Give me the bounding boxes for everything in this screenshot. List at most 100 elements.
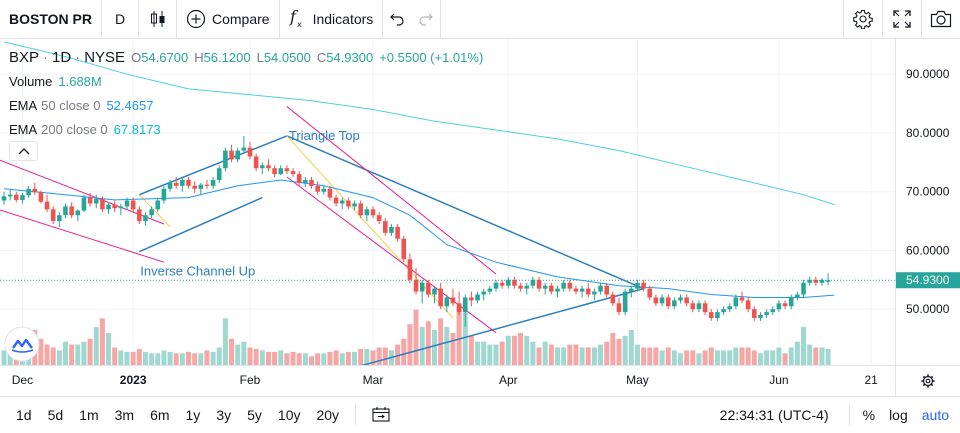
- symbol-search[interactable]: BOSTON PR: [0, 0, 102, 39]
- candle-body: [57, 215, 62, 222]
- svg-text:f: f: [289, 9, 299, 26]
- candle-body: [739, 297, 745, 301]
- percent-toggle[interactable]: %: [862, 407, 876, 423]
- axis-settings-icon[interactable]: [921, 374, 935, 388]
- range-5d[interactable]: 5d: [47, 407, 64, 423]
- open-key: O: [131, 50, 142, 65]
- range-1y[interactable]: 1y: [185, 407, 201, 423]
- chevron-up-icon: [18, 148, 29, 155]
- candle-body: [339, 200, 345, 204]
- candle-body: [81, 197, 87, 211]
- candle-body: [665, 297, 671, 307]
- volume-bar: [50, 347, 56, 365]
- candle-body: [161, 188, 167, 201]
- range-1d[interactable]: 1d: [16, 407, 32, 423]
- candle-body: [622, 291, 628, 313]
- volume-bar: [481, 341, 487, 365]
- date-range-button[interactable]: [364, 406, 398, 425]
- top-toolbar: BOSTON PR D Compare f x Indicators: [0, 0, 960, 39]
- redo-button[interactable]: [411, 0, 442, 39]
- legend-collapse-button[interactable]: [9, 141, 38, 161]
- volume-bar: [69, 344, 75, 365]
- candle-body: [530, 279, 536, 286]
- indicators-button[interactable]: f x Indicators: [280, 0, 384, 39]
- range-1m[interactable]: 1m: [79, 407, 99, 423]
- legend-dot-1: ·: [43, 49, 49, 66]
- volume-bar: [665, 347, 671, 365]
- volume-bar: [518, 332, 524, 365]
- channel-line: [0, 209, 165, 263]
- candle-body: [321, 188, 327, 192]
- candle-body: [38, 192, 44, 202]
- candle-body: [333, 197, 339, 204]
- auto-toggle[interactable]: auto: [921, 407, 949, 423]
- time-tick-label: 21: [864, 373, 878, 387]
- candle-body: [493, 282, 499, 289]
- snapshot-button[interactable]: [921, 0, 960, 39]
- fullscreen-button[interactable]: [882, 0, 921, 39]
- interval-selector[interactable]: D: [102, 0, 139, 39]
- volume-bar: [647, 347, 653, 365]
- candle-body: [629, 288, 634, 292]
- volume-bar: [462, 312, 468, 365]
- candle-body: [50, 209, 56, 222]
- candle-body: [776, 303, 782, 310]
- candle-body: [44, 201, 50, 210]
- settings-button[interactable]: [843, 0, 882, 39]
- candle-body: [432, 288, 437, 295]
- candle-body: [450, 297, 456, 304]
- symbol-label: BOSTON PR: [9, 11, 92, 27]
- volume-bar: [745, 347, 751, 365]
- candle-body: [462, 297, 468, 313]
- range-20y[interactable]: 20y: [316, 407, 340, 423]
- ema50-line: [3, 179, 835, 298]
- legend-interval: 1D: [52, 49, 72, 66]
- candle-body: [210, 179, 216, 186]
- volume-label: Volume: [9, 74, 53, 89]
- legend-volume-row[interactable]: Volume 1.688M: [9, 70, 483, 94]
- compare-button[interactable]: Compare: [177, 0, 280, 39]
- tradingview-logo-icon[interactable]: [4, 326, 40, 362]
- legend-ema50-row[interactable]: EMA 50 close 0 52.4657: [9, 94, 483, 118]
- candle-body: [745, 300, 751, 310]
- bottom-toolbar: 1d 5d 1m 3m 6m 1y 3y 5y 10y 20y 22:34:31 (UTC-4) …: [0, 396, 960, 433]
- last-price-badge: [896, 272, 960, 289]
- candle-body: [364, 209, 370, 216]
- volume-bar: [807, 344, 813, 365]
- range-3m[interactable]: 3m: [114, 407, 135, 423]
- candle-body: [106, 204, 111, 210]
- range-5y[interactable]: 5y: [247, 407, 262, 423]
- log-toggle[interactable]: log: [889, 407, 908, 423]
- volume-bar: [690, 350, 696, 365]
- range-3y[interactable]: 3y: [216, 407, 232, 423]
- candle-body: [192, 185, 197, 189]
- range-6m[interactable]: 6m: [150, 407, 170, 423]
- undo-button[interactable]: [383, 0, 411, 39]
- volume-bar: [44, 344, 50, 365]
- ema50-name: EMA: [9, 98, 38, 113]
- candle-body: [481, 291, 486, 295]
- time-tick-label: Dec: [12, 373, 33, 387]
- candle-body: [536, 279, 542, 289]
- candle-body: [770, 309, 776, 313]
- change-value: +0.5500 (+1.01%): [379, 50, 484, 65]
- volume-bar: [192, 353, 198, 365]
- legend-ema200-row[interactable]: EMA 200 close 0 67.8173: [9, 118, 483, 142]
- candle-body: [32, 188, 38, 193]
- volume-bar: [573, 344, 579, 365]
- candle-body: [721, 309, 726, 313]
- candle-body: [284, 168, 290, 172]
- volume-bar: [413, 309, 419, 365]
- volume-bar: [585, 347, 591, 365]
- inverse-channel-label: Inverse Channel Up: [140, 264, 255, 279]
- price-chart[interactable]: Triangle Top Inverse Channel Up 90.0000 80.…: [0, 39, 960, 396]
- range-10y[interactable]: 10y: [277, 407, 301, 423]
- timezone-clock[interactable]: 22:34:31 (UTC-4): [719, 407, 829, 423]
- volume-bar: [468, 335, 474, 365]
- chart-area[interactable]: Triangle Top Inverse Channel Up 90.0000 80.…: [0, 39, 960, 396]
- volume-bar: [216, 347, 222, 365]
- volume-bar: [63, 341, 68, 365]
- chart-type-button[interactable]: [139, 0, 177, 39]
- volume-bar: [38, 338, 44, 365]
- pattern-line: [139, 135, 288, 196]
